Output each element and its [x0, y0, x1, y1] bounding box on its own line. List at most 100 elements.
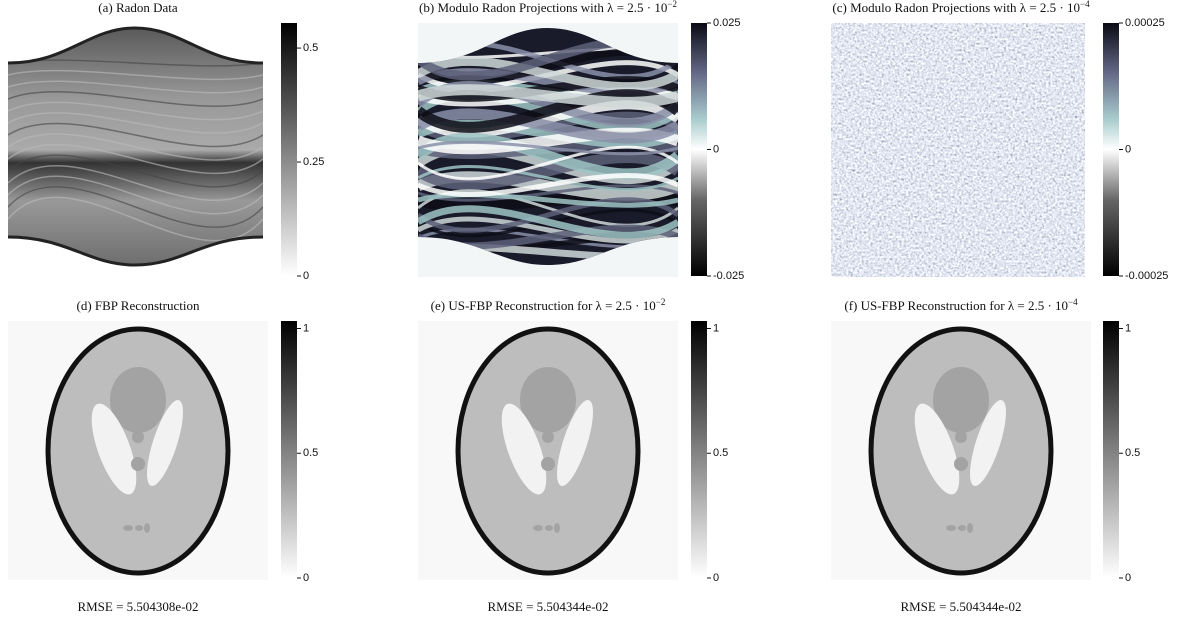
title-text: (b) Modulo Radon Projections with λ = 2.…: [419, 0, 667, 15]
mod-band: [418, 140, 679, 156]
sino-curve: [8, 196, 263, 242]
tick-label: 1: [1125, 322, 1131, 334]
skull: [455, 326, 641, 576]
dot: [144, 523, 150, 533]
sino-curve: [8, 101, 263, 121]
mod-band: [418, 164, 679, 192]
tick-label: 0.25: [303, 156, 324, 168]
panel-image: [831, 23, 1085, 277]
panel-image: [418, 321, 678, 580]
mod-band: [418, 205, 679, 239]
dot: [955, 431, 967, 443]
dot: [131, 457, 145, 471]
skull: [45, 326, 231, 576]
blob: [520, 367, 576, 433]
sino-curve: [8, 133, 263, 161]
title-sup: −4: [1080, 0, 1090, 9]
skull: [868, 326, 1054, 576]
panel-title: (a) Radon Data: [98, 0, 178, 15]
panel-title: (e) US-FBP Reconstruction for λ = 2.5 · …: [431, 297, 666, 313]
caption: RMSE = 5.504308e-02: [77, 599, 198, 614]
dot: [545, 525, 553, 531]
tick-label: 0.025: [713, 17, 741, 29]
tick-label: 1: [303, 322, 309, 334]
sino-curve: [8, 186, 263, 228]
title-text: (d) FBP Reconstruction: [76, 298, 200, 313]
tick-label: 0: [713, 143, 719, 155]
tick-label: 0: [1125, 143, 1131, 155]
mod-band: [418, 56, 679, 92]
sino-fill: [8, 28, 263, 265]
colorbar: [691, 23, 707, 276]
tick-label: 0.5: [1125, 447, 1140, 459]
caption: RMSE = 5.504344e-02: [900, 599, 1021, 614]
panel-image: [831, 321, 1091, 580]
tick-label: 0.5: [713, 447, 728, 459]
tick-label: 0.00025: [1125, 17, 1165, 29]
colorbar: [691, 321, 707, 578]
sinogram: [8, 28, 263, 265]
left-lobe: [91, 403, 137, 495]
dot: [123, 525, 133, 531]
tick-label: 0: [1125, 572, 1131, 584]
title-text: (f) US-FBP Reconstruction for λ = 2.5 · …: [844, 298, 1068, 313]
dot: [967, 523, 973, 533]
sino-curve: [8, 164, 263, 202]
colorbar: [1103, 23, 1119, 276]
dot: [542, 431, 554, 443]
right-lobe: [970, 400, 1006, 486]
colorbar: [281, 23, 297, 276]
panel-title: (b) Modulo Radon Projections with λ = 2.…: [419, 0, 677, 15]
tick-label: 0: [303, 572, 309, 584]
panel-image: [8, 321, 268, 580]
tick-label: 0: [303, 270, 309, 282]
sino-curve: [8, 122, 263, 148]
panel-image: [418, 23, 679, 277]
sino-curve: [8, 154, 263, 188]
tick-label: 0: [713, 572, 719, 584]
blob: [110, 367, 166, 433]
mod-band: [418, 84, 679, 108]
sino-edge: [7, 26, 264, 267]
sino-curve: [8, 143, 263, 175]
blob: [933, 367, 989, 433]
mod-band: [418, 145, 679, 181]
dot: [954, 457, 968, 471]
dot: [533, 525, 543, 531]
right-lobe: [557, 400, 593, 486]
mod-band: [418, 108, 679, 144]
sino-curve: [8, 175, 263, 215]
panel-title: (d) FBP Reconstruction: [76, 298, 200, 313]
left-lobe: [501, 403, 547, 495]
panel-title: (f) US-FBP Reconstruction for λ = 2.5 · …: [844, 297, 1078, 313]
dot: [132, 431, 144, 443]
tick-label: 1: [713, 322, 719, 334]
panel-image: [7, 23, 264, 277]
mod-band: [418, 151, 679, 191]
dot: [946, 525, 956, 531]
right-lobe: [147, 400, 183, 486]
sino-curve: [8, 112, 263, 134]
colorbar: [1103, 321, 1119, 578]
title-sup: −4: [1068, 297, 1078, 307]
dot: [541, 457, 555, 471]
mod-band: [418, 172, 679, 198]
sino-curve: [8, 91, 263, 107]
mod-band: [418, 132, 679, 180]
dot: [554, 523, 560, 533]
title-sup: −2: [656, 297, 666, 307]
panel-title: (c) Modulo Radon Projections with λ = 2.…: [832, 0, 1090, 15]
title-text: (c) Modulo Radon Projections with λ = 2.…: [832, 0, 1080, 15]
title-text: (e) US-FBP Reconstruction for λ = 2.5 · …: [431, 298, 656, 313]
tick-label: 0.5: [303, 447, 318, 459]
noise: [831, 23, 1085, 277]
left-lobe: [914, 403, 960, 495]
dot: [135, 525, 143, 531]
caption: RMSE = 5.504344e-02: [487, 599, 608, 614]
sino-curve: [8, 80, 263, 94]
tick-label: -0.025: [713, 270, 744, 282]
sino-curve: [8, 69, 263, 81]
modulo: [418, 28, 679, 265]
title-sup: −2: [667, 0, 677, 9]
